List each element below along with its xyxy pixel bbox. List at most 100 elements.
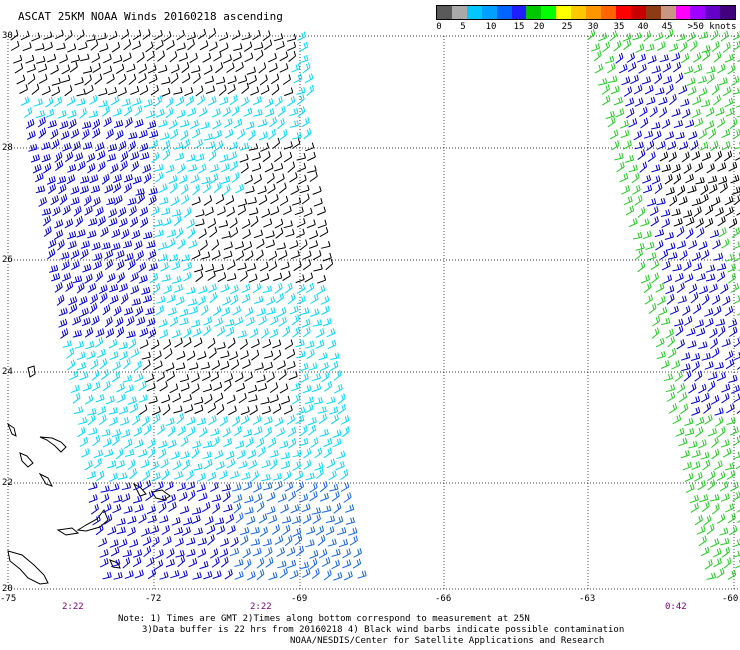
wind-barb [276, 427, 285, 437]
wind-barb [51, 86, 61, 97]
wind-barb [102, 304, 111, 316]
wind-barb [341, 426, 350, 438]
wind-barb [173, 141, 184, 150]
wind-barb [257, 118, 268, 128]
wind-barb [107, 526, 117, 536]
wind-barb [650, 216, 659, 227]
wind-barb [191, 372, 200, 383]
wind-barb [74, 152, 84, 162]
wind-barb [142, 536, 152, 546]
wind-barb [690, 292, 699, 304]
wind-barb [317, 206, 326, 216]
wind-barb [725, 253, 735, 262]
wind-barb [679, 41, 688, 53]
wind-barb [287, 41, 297, 52]
wind-barb [186, 548, 196, 557]
wind-barb [68, 296, 78, 306]
wind-barb [615, 52, 624, 64]
wind-barb [186, 218, 195, 229]
wind-barb [176, 42, 186, 51]
wind-barb [75, 215, 84, 228]
wind-barb [627, 61, 637, 73]
wind-barb [618, 63, 628, 74]
wind-barb [249, 405, 258, 416]
wind-barb [322, 252, 332, 262]
wind-barb [278, 369, 287, 381]
wind-barb [95, 270, 103, 283]
wind-barb [219, 548, 229, 558]
wind-barb [35, 110, 45, 119]
wind-barb [147, 120, 157, 130]
wind-barb [325, 258, 334, 271]
wind-barb [41, 85, 51, 96]
wind-barb [85, 341, 95, 350]
wind-barb [736, 105, 740, 108]
wind-barb [223, 117, 233, 128]
wind-barb [701, 352, 711, 361]
wind-barb [67, 359, 76, 371]
wind-barb [274, 163, 284, 172]
wind-barb [84, 460, 93, 471]
wind-barb [305, 539, 315, 548]
wind-barb [711, 40, 720, 52]
wind-barb [302, 514, 312, 524]
wind-barb [717, 215, 726, 227]
wind-barb [64, 85, 73, 97]
wind-barb [201, 371, 211, 382]
wind-barb [214, 392, 224, 403]
wind-barb [619, 173, 629, 183]
wind-barb [49, 264, 59, 273]
wind-barb [254, 362, 264, 371]
legend-swatch-5 [511, 6, 527, 19]
wind-barb [77, 426, 86, 438]
wind-barb [240, 414, 250, 425]
wind-barb [671, 108, 681, 117]
wind-barb [179, 505, 190, 515]
wind-barb [668, 151, 677, 163]
wind-barb [292, 326, 301, 338]
wind-barb [222, 491, 231, 503]
wind-barb [43, 31, 53, 40]
wind-barb [295, 414, 305, 425]
wind-barb [264, 97, 274, 108]
wind-barb [142, 164, 152, 174]
wind-barb [92, 196, 101, 207]
wind-barb [679, 141, 689, 150]
wind-barb [220, 175, 231, 185]
wind-barb [262, 151, 271, 163]
wind-barb [685, 228, 694, 240]
wind-barb [297, 162, 307, 173]
wind-barb [80, 248, 89, 260]
wind-barb [698, 535, 707, 547]
wind-barb [60, 328, 69, 339]
wind-barb [681, 363, 691, 372]
wind-barb [710, 538, 720, 548]
wind-barb [299, 493, 309, 503]
wind-barb [242, 359, 251, 369]
wind-barb [728, 162, 738, 172]
wind-barb [306, 84, 315, 96]
wind-barb [694, 471, 703, 482]
wind-barb [292, 138, 301, 149]
legend-label-25: 25 [561, 22, 573, 32]
wind-barb [658, 96, 668, 106]
wind-barb [247, 196, 257, 205]
wind-barb [31, 32, 41, 42]
wind-barb [116, 393, 126, 403]
wind-barb [115, 129, 124, 141]
wind-barb [31, 83, 40, 95]
wind-barb [168, 253, 179, 262]
wind-barb [154, 481, 164, 491]
wind-barb [299, 561, 309, 570]
wind-barb [223, 437, 233, 448]
wind-barb [630, 74, 639, 85]
wind-barb [216, 326, 225, 337]
wind-barb [136, 52, 145, 63]
wind-barb [241, 472, 251, 481]
wind-barb [297, 106, 306, 118]
wind-barb [83, 195, 92, 207]
wind-barb [24, 107, 33, 118]
wind-barb [243, 107, 253, 117]
wind-barb [291, 63, 301, 73]
wind-barb [179, 308, 189, 317]
